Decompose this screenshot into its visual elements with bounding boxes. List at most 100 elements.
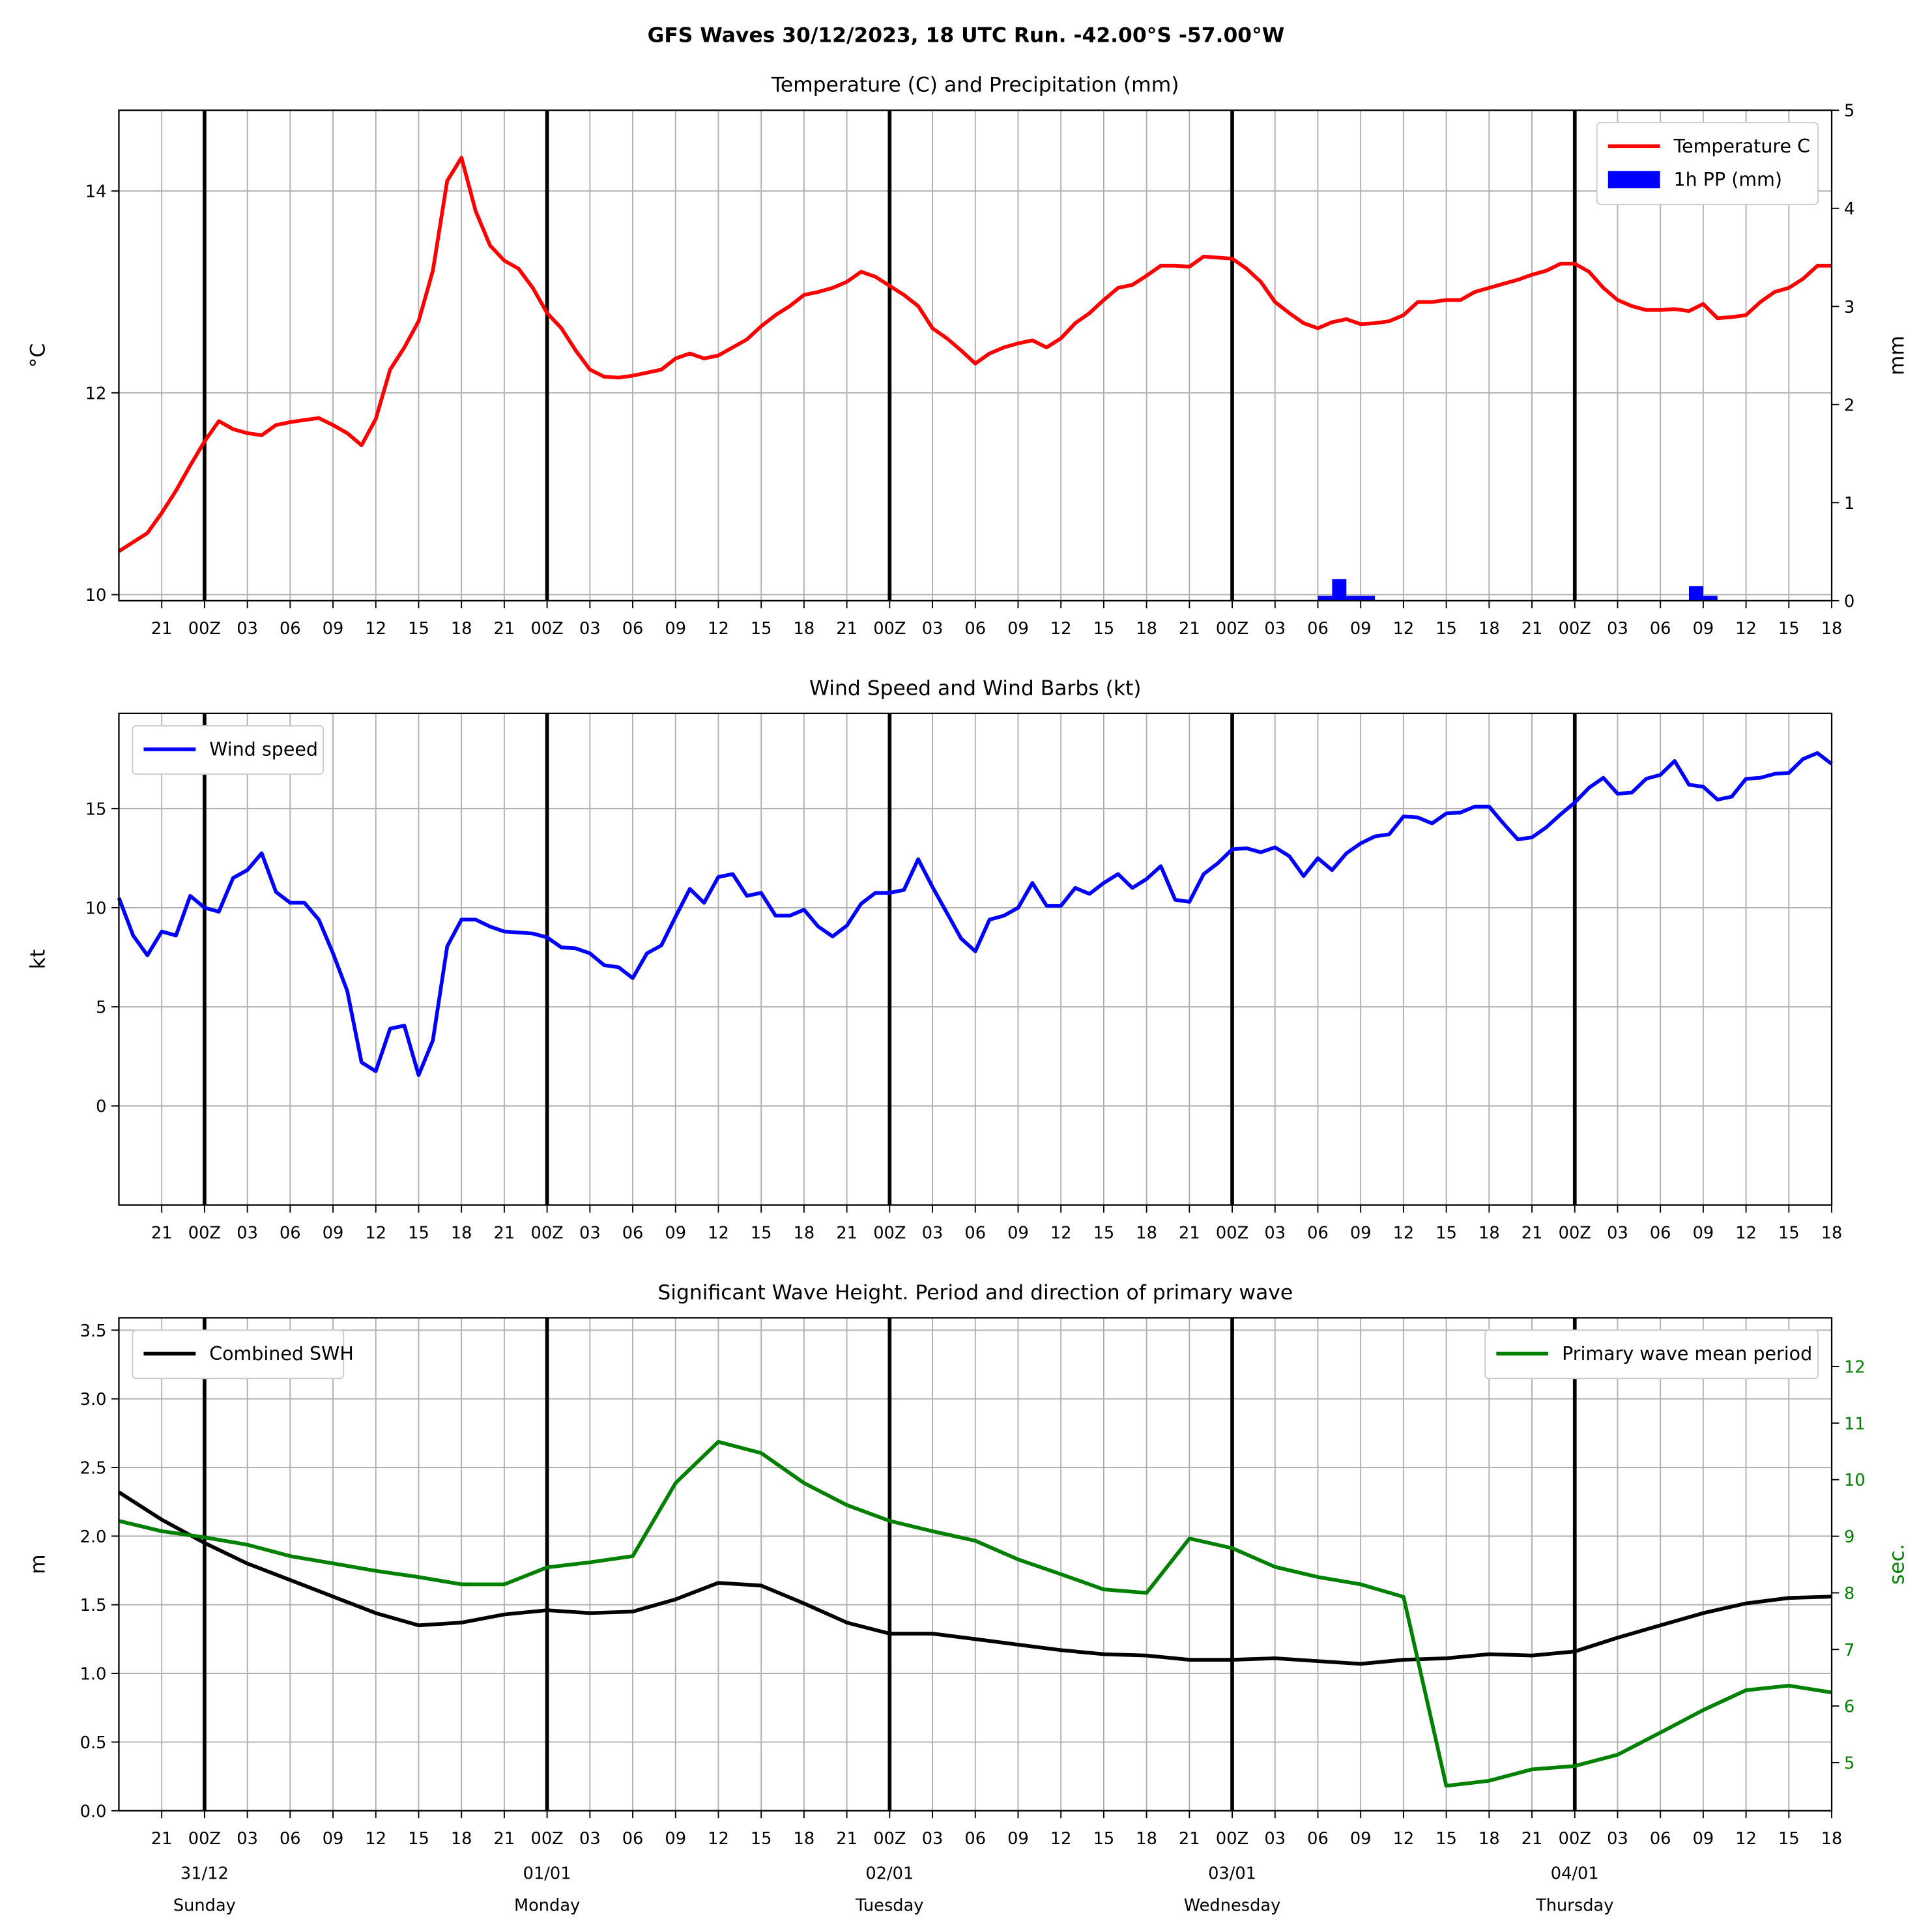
x-tick-label: 21	[151, 619, 173, 639]
x-tick-label: 06	[622, 1829, 644, 1849]
x-tick-label: 15	[1093, 1829, 1115, 1849]
day-label: Thursday	[1535, 1896, 1613, 1916]
x-tick-label: 03	[579, 1829, 601, 1849]
x-tick-label: 00Z	[1216, 1224, 1248, 1243]
y2-tick-label: 6	[1844, 1697, 1854, 1717]
x-tick-label: 12	[1050, 619, 1072, 639]
y-tick-label: 15	[85, 800, 107, 819]
chart-title: Temperature (C) and Precipitation (mm)	[771, 74, 1179, 97]
x-tick-label: 03	[1607, 1224, 1628, 1243]
x-tick-label: 18	[794, 619, 815, 639]
y-tick-label: 0.5	[80, 1733, 107, 1753]
x-tick-label: 12	[365, 1829, 386, 1849]
y-axis-label: kt	[26, 949, 50, 969]
x-tick-label: 00Z	[873, 1829, 906, 1849]
y2-tick-label: 5	[1844, 1754, 1854, 1773]
x-tick-label: 21	[1179, 619, 1200, 639]
x-tick-label: 03	[1607, 1829, 1628, 1849]
x-tick-label: 06	[1650, 1829, 1671, 1849]
x-tick-label: 06	[1307, 1224, 1329, 1243]
x-tick-label: 06	[280, 1829, 301, 1849]
x-tick-label: 03	[922, 1224, 944, 1243]
x-tick-label: 00Z	[531, 619, 564, 639]
x-tick-label: 12	[1050, 1829, 1072, 1849]
x-tick-label: 21	[151, 1224, 173, 1243]
series-line	[117, 156, 1832, 553]
x-tick-label: 15	[1435, 1829, 1457, 1849]
legend-label: Temperature C	[1673, 136, 1811, 157]
precip-bar	[1361, 596, 1376, 601]
y2-tick-label: 2	[1844, 396, 1854, 415]
y2-tick-label: 0	[1844, 592, 1854, 611]
date-label: 31/12	[180, 1864, 229, 1883]
x-tick-label: 09	[1350, 1829, 1372, 1849]
x-tick-label: 18	[451, 1224, 472, 1243]
y2-tick-label: 10	[1844, 1471, 1866, 1490]
day-label: Wednesday	[1184, 1896, 1280, 1916]
legend-swatch	[1608, 171, 1660, 188]
x-tick-label: 18	[1821, 1224, 1843, 1243]
y2-axis-label: sec.	[1885, 1544, 1909, 1585]
x-tick-label: 09	[1350, 619, 1372, 639]
x-tick-label: 00Z	[188, 1224, 221, 1243]
y-tick-label: 10	[85, 899, 107, 918]
x-tick-label: 15	[1778, 1829, 1800, 1849]
x-tick-label: 09	[1693, 1829, 1714, 1849]
day-label: Tuesday	[855, 1896, 923, 1916]
y2-tick-label: 5	[1844, 102, 1854, 121]
x-tick-label: 18	[1821, 1829, 1843, 1849]
x-tick-label: 00Z	[1216, 619, 1248, 639]
x-tick-label: 06	[622, 619, 644, 639]
x-tick-label: 00Z	[1559, 1224, 1591, 1243]
x-tick-label: 06	[1307, 1829, 1329, 1849]
x-tick-label: 09	[1007, 1224, 1029, 1243]
x-tick-label: 06	[1650, 619, 1671, 639]
x-tick-label: 03	[579, 619, 601, 639]
x-tick-label: 12	[708, 1224, 729, 1243]
x-tick-label: 00Z	[1559, 1829, 1591, 1849]
precip-bar	[1688, 586, 1703, 601]
x-tick-label: 15	[1435, 1224, 1457, 1243]
x-tick-label: 18	[1478, 619, 1500, 639]
y2-tick-label: 9	[1844, 1527, 1854, 1547]
x-tick-label: 09	[1693, 1224, 1714, 1243]
x-tick-label: 15	[408, 1224, 429, 1243]
y-tick-label: 3.5	[80, 1322, 107, 1341]
y-axis-label: m	[26, 1554, 50, 1574]
x-tick-label: 12	[708, 619, 729, 639]
x-tick-label: 06	[964, 1829, 986, 1849]
x-tick-label: 18	[794, 1224, 815, 1243]
precip-bar	[1703, 596, 1718, 601]
x-tick-label: 21	[494, 1829, 515, 1849]
x-tick-label: 03	[1607, 619, 1628, 639]
x-tick-label: 21	[151, 1829, 173, 1849]
y-tick-label: 0	[96, 1097, 106, 1117]
x-tick-label: 00Z	[873, 1224, 906, 1243]
x-tick-label: 03	[922, 1829, 944, 1849]
x-tick-label: 15	[408, 619, 429, 639]
x-tick-label: 03	[1264, 1224, 1286, 1243]
y2-tick-label: 1	[1844, 494, 1854, 513]
series-line	[117, 751, 1833, 1077]
x-tick-label: 12	[1735, 619, 1757, 639]
legend-box	[1484, 1329, 1819, 1379]
x-tick-label: 09	[665, 619, 686, 639]
x-tick-label: 21	[836, 619, 858, 639]
x-tick-label: 03	[1264, 1829, 1286, 1849]
x-tick-label: 18	[451, 1829, 472, 1849]
x-tick-label: 12	[1735, 1224, 1757, 1243]
y2-axis-label: mm	[1885, 336, 1909, 375]
x-tick-label: 12	[1735, 1829, 1757, 1849]
x-tick-label: 21	[836, 1829, 858, 1849]
legend-label: Combined SWH	[209, 1343, 354, 1365]
main-title: GFS Waves 30/12/2023, 18 UTC Run. -42.00…	[648, 24, 1285, 48]
y2-tick-label: 3	[1844, 298, 1854, 317]
series-line	[118, 1439, 1832, 1788]
legend-box	[132, 725, 324, 775]
x-tick-label: 18	[1478, 1829, 1500, 1849]
y-tick-label: 10	[85, 586, 107, 605]
x-tick-label: 21	[494, 619, 515, 639]
y-tick-label: 1.0	[80, 1665, 107, 1684]
x-tick-label: 09	[665, 1829, 686, 1849]
